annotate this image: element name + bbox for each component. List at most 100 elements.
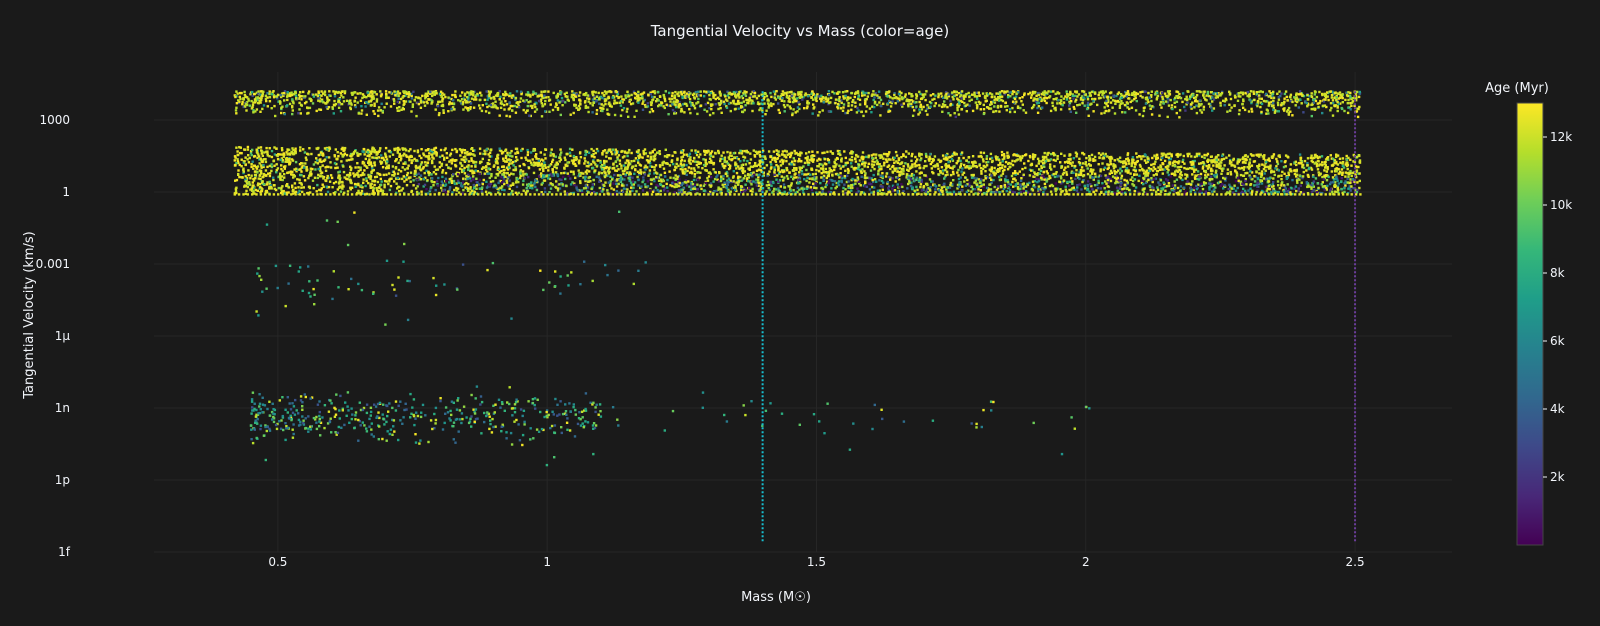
data-point xyxy=(369,177,372,180)
data-point xyxy=(1142,106,1146,110)
data-point xyxy=(1211,96,1214,99)
data-point xyxy=(915,97,918,100)
data-point xyxy=(1335,96,1338,99)
data-point xyxy=(608,101,611,104)
data-point xyxy=(1310,154,1313,157)
data-point xyxy=(716,178,719,181)
data-point xyxy=(738,96,741,99)
data-point xyxy=(991,100,994,103)
data-point xyxy=(599,95,603,99)
data-point xyxy=(406,171,409,175)
data-point xyxy=(1145,161,1148,164)
data-point xyxy=(962,97,966,100)
data-point xyxy=(1224,179,1227,182)
data-point xyxy=(1168,93,1172,96)
data-point xyxy=(769,160,772,164)
data-point xyxy=(258,97,261,100)
data-point xyxy=(416,149,420,152)
data-point xyxy=(824,97,828,100)
data-point xyxy=(1046,172,1049,175)
data-point xyxy=(655,183,658,187)
data-point xyxy=(381,109,384,113)
data-point xyxy=(356,101,359,104)
data-point xyxy=(624,187,628,191)
data-point xyxy=(242,97,245,100)
data-point xyxy=(821,151,824,155)
data-point xyxy=(387,96,390,99)
data-point xyxy=(299,173,302,177)
data-point xyxy=(1113,172,1117,175)
data-point xyxy=(797,101,800,104)
data-point xyxy=(925,164,928,168)
data-point xyxy=(630,93,633,97)
data-point xyxy=(1190,155,1193,158)
data-point xyxy=(1257,168,1261,171)
data-point xyxy=(589,102,592,105)
data-point xyxy=(270,149,274,153)
data-point xyxy=(234,156,237,159)
data-point xyxy=(533,149,537,152)
data-point xyxy=(704,158,707,162)
data-point xyxy=(262,90,265,93)
data-point xyxy=(615,185,619,188)
data-point xyxy=(353,99,357,102)
data-point xyxy=(1103,154,1106,157)
data-point xyxy=(604,102,607,106)
data-point xyxy=(301,95,304,98)
data-point xyxy=(1121,165,1125,168)
data-point xyxy=(407,100,411,103)
data-point xyxy=(1325,188,1328,191)
data-point xyxy=(514,181,518,184)
data-point xyxy=(1089,175,1092,179)
data-point xyxy=(847,102,850,105)
data-point xyxy=(1133,98,1136,101)
data-point xyxy=(782,93,785,96)
data-point xyxy=(496,91,500,95)
data-point xyxy=(860,110,863,113)
data-point xyxy=(534,105,537,109)
data-point xyxy=(1234,180,1238,183)
data-point xyxy=(905,99,908,103)
data-point xyxy=(1121,192,1124,195)
data-point xyxy=(603,90,607,93)
data-point xyxy=(473,191,477,194)
data-point xyxy=(1324,96,1328,99)
data-point xyxy=(375,153,378,156)
data-point xyxy=(998,91,1002,94)
data-point xyxy=(547,177,550,180)
data-point xyxy=(573,158,576,162)
data-point xyxy=(395,147,398,150)
data-point xyxy=(1315,191,1319,194)
data-point xyxy=(1200,102,1203,106)
data-point xyxy=(685,153,688,156)
data-point xyxy=(889,96,892,99)
data-point xyxy=(1139,91,1142,94)
data-point xyxy=(1215,155,1218,158)
data-point xyxy=(628,171,632,174)
data-point xyxy=(726,181,729,184)
data-point xyxy=(1045,177,1048,180)
data-point xyxy=(965,92,968,96)
data-point xyxy=(957,92,961,95)
data-point xyxy=(895,160,898,163)
data-point xyxy=(607,96,611,99)
data-point xyxy=(577,108,580,111)
data-point xyxy=(901,105,904,108)
data-point xyxy=(293,168,296,171)
data-point xyxy=(313,176,317,179)
data-point xyxy=(798,95,801,99)
data-point xyxy=(422,153,426,157)
data-point xyxy=(457,99,460,102)
data-point xyxy=(643,148,647,151)
data-point xyxy=(372,110,375,113)
data-point xyxy=(815,96,818,100)
data-point xyxy=(857,95,860,98)
data-point xyxy=(898,97,901,100)
data-point xyxy=(984,96,987,100)
data-point xyxy=(833,92,836,95)
data-point xyxy=(356,151,359,155)
data-point xyxy=(1051,101,1054,104)
data-point xyxy=(1272,108,1275,112)
data-point xyxy=(1044,193,1047,196)
data-point xyxy=(1021,154,1024,158)
